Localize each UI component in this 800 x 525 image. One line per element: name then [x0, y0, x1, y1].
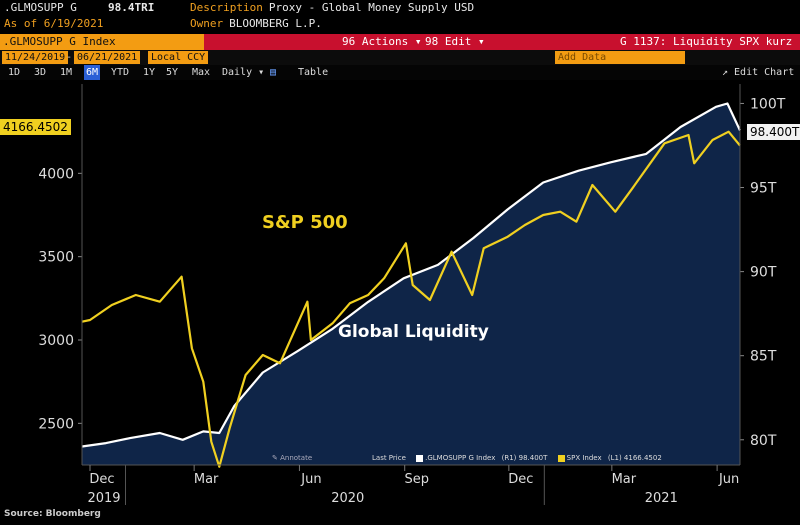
- x-axis-tick-label: Jun: [718, 472, 739, 487]
- security-header: .GLMOSUPP G 98.4TRI Description Proxy - G…: [0, 0, 800, 16]
- x-axis-year-label: 2021: [645, 491, 678, 506]
- chart-legend: Last Price .GLMOSUPP G Index (R1) 98.400…: [372, 452, 740, 465]
- annotate-button[interactable]: ✎ Annotate: [272, 454, 313, 462]
- legend-label-liquidity: .GLMOSUPP G Index: [425, 454, 496, 462]
- range-6m[interactable]: 6M: [84, 65, 101, 80]
- legend-swatch-liquidity: [416, 454, 424, 462]
- edit-chart-button[interactable]: ↗ Edit Chart: [722, 67, 795, 78]
- chart-type-icon[interactable]: ▤: [270, 67, 277, 78]
- date-bar: 11/24/2019 - 06/21/2021 Local CCY Add Da…: [0, 50, 800, 65]
- liquidity-area: [82, 103, 740, 465]
- legend-swatch-spx: [557, 454, 565, 462]
- range-1m[interactable]: 1M: [60, 67, 73, 78]
- x-axis-year-label: 2020: [331, 491, 364, 506]
- add-data-input[interactable]: Add Data: [555, 51, 685, 64]
- security-subheader: As of 6/19/2021 Owner BLOOMBERG L.P.: [0, 16, 800, 32]
- as-of-label: As of 6/19/2021: [4, 17, 104, 30]
- left-axis-tick-label: 2500: [38, 416, 74, 432]
- legend-label-spx: SPX Index: [566, 454, 602, 462]
- owner-label: Owner: [190, 17, 224, 30]
- command-bar: .GLMOSUPP G Index 96 Actions ▾ 98 Edit ▾…: [0, 34, 800, 50]
- left-axis-tick-label: 4000: [38, 166, 74, 182]
- table-button[interactable]: Table: [298, 67, 329, 78]
- x-axis-tick-label: Jun: [300, 472, 321, 487]
- right-axis-tick-label: 85T: [750, 349, 777, 365]
- description-field: Description Proxy - Global Money Supply U…: [190, 0, 474, 16]
- legend-axis-liquidity: (R1): [501, 454, 517, 462]
- range-5y[interactable]: 5Y: [166, 67, 179, 78]
- owner-value: BLOOMBERG L.P.: [229, 17, 322, 30]
- chart-area: 2500 3000 3500 4000 80T 85T 90T 95T 100T Dec Mar Ju…: [38, 84, 786, 506]
- owner-field: Owner BLOOMBERG L.P.: [190, 16, 322, 32]
- start-date-input[interactable]: 11/24/2019: [2, 51, 69, 64]
- right-axis-tick-label: 80T: [750, 433, 777, 449]
- legend-value-liquidity: 98.400T: [518, 454, 548, 462]
- currency-select[interactable]: Local CCY: [148, 51, 209, 64]
- source-label: Source: Bloomberg: [4, 509, 101, 519]
- legend-title: Last Price: [372, 454, 406, 462]
- right-axis-tick-label: 100T: [750, 96, 786, 112]
- liquidity-line: [81, 102, 741, 448]
- frequency-select[interactable]: Daily ▾: [222, 67, 265, 78]
- description-label: Description: [190, 1, 263, 14]
- right-axis-tick-label: 90T: [750, 265, 777, 281]
- x-axis-tick-label: Mar: [194, 472, 219, 487]
- liquidity-last-value-tag: 98.400T: [747, 124, 800, 140]
- ticker-label[interactable]: .GLMOSUPP G: [4, 1, 77, 14]
- spx-last-value-tag: 4166.4502: [0, 119, 71, 135]
- series-layer: [81, 102, 741, 468]
- x-axis-tick-label: Dec: [508, 472, 533, 487]
- security-input[interactable]: .GLMOSUPP G Index: [0, 34, 204, 50]
- range-max[interactable]: Max: [192, 67, 211, 78]
- actions-menu[interactable]: 96 Actions ▾: [342, 35, 422, 48]
- liquidity-fill-layer: [82, 84, 740, 465]
- axes-layer: 2500 3000 3500 4000 80T 85T 90T 95T 100T Dec Mar Ju…: [38, 84, 786, 506]
- x-axis-year-label: 2019: [87, 491, 120, 506]
- x-axis-tick-label: Sep: [404, 472, 429, 487]
- global-liquidity-annotation: Global Liquidity: [338, 322, 489, 342]
- right-axis-tick-label: 95T: [750, 181, 777, 197]
- legend-axis-spx: (L1): [607, 454, 622, 462]
- last-value-label: 98.4TRI: [108, 1, 155, 14]
- range-1d[interactable]: 1D: [8, 67, 21, 78]
- x-axis-tick-label: Mar: [612, 472, 637, 487]
- left-axis-tick-label: 3500: [38, 250, 74, 266]
- legend-value-spx: 4166.4502: [623, 454, 662, 462]
- date-separator: -: [66, 52, 73, 63]
- x-axis-tick-label: Dec: [89, 472, 114, 487]
- chart-id-label: G 1137: Liquidity SPX kurz: [620, 35, 793, 48]
- range-ytd[interactable]: YTD: [111, 67, 130, 78]
- description-value: Proxy - Global Money Supply USD: [268, 1, 475, 14]
- range-3d[interactable]: 3D: [34, 67, 47, 78]
- range-bar: 1D 3D 1M 6M YTD 1Y 5Y Max Daily ▾ ▤ Tabl…: [0, 65, 800, 80]
- range-1y[interactable]: 1Y: [143, 67, 156, 78]
- sp500-line: [81, 130, 741, 468]
- sp500-annotation: S&P 500: [262, 212, 348, 233]
- end-date-input[interactable]: 06/21/2021: [74, 51, 141, 64]
- left-axis-tick-label: 3000: [38, 333, 74, 349]
- edit-menu[interactable]: 98 Edit ▾: [425, 35, 485, 48]
